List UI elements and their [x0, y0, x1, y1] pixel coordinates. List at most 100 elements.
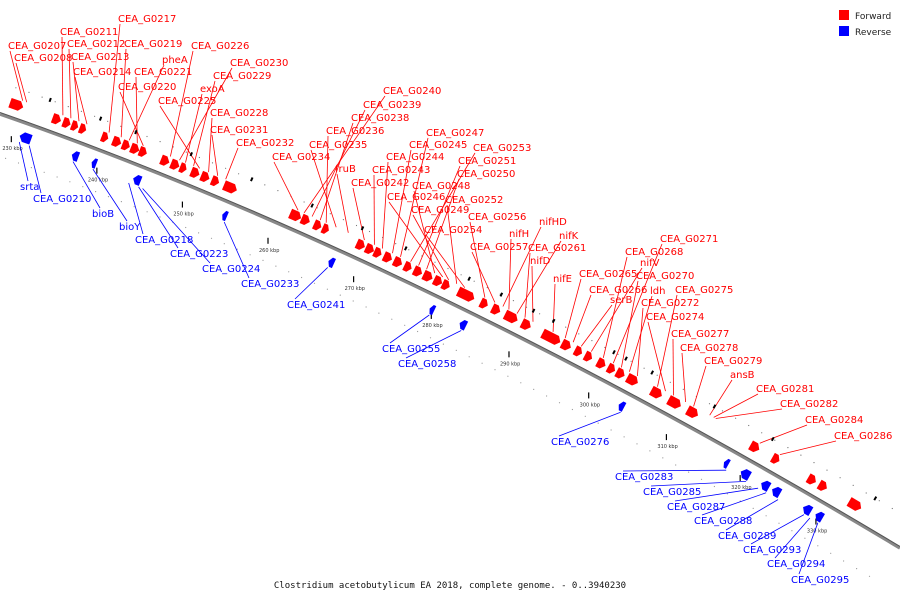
track-dot [721, 410, 724, 412]
forward-gene [846, 497, 862, 511]
label-leader [709, 379, 733, 416]
label-leader [524, 252, 531, 318]
gene-label-forward: CEA_G0249 [411, 205, 469, 216]
track-dot [277, 190, 279, 192]
forward-gene [8, 97, 24, 111]
track-dot [339, 294, 341, 296]
gene-label-forward: serB [610, 295, 632, 306]
forward-gene [816, 479, 827, 491]
forward-gene [595, 357, 606, 369]
label-leader [552, 283, 556, 332]
minor-feature [531, 308, 536, 313]
gene-label-reverse: CEA_G0285 [643, 487, 701, 498]
track-dot [481, 362, 483, 364]
track-dot [30, 167, 32, 169]
gene-label-reverse: CEA_G0218 [135, 235, 193, 246]
track-dot [669, 381, 671, 383]
track-dot [675, 464, 677, 466]
label-leader [681, 352, 686, 403]
scale-tick-label: 300 kbp [580, 402, 600, 408]
label-leader [602, 256, 628, 358]
gene-label-forward: fruB [335, 164, 356, 175]
track-dot [15, 87, 17, 89]
reverse-gene [761, 480, 772, 492]
label-leader [179, 67, 233, 161]
track-dot [708, 403, 711, 405]
track-dot [460, 274, 462, 276]
track-dot [249, 254, 251, 256]
track-dot [238, 173, 240, 175]
label-leader [612, 243, 663, 364]
forward-gene [605, 362, 616, 374]
gene-label-forward: pheA [162, 55, 188, 66]
track-dot [107, 196, 110, 198]
forward-gene [129, 142, 140, 154]
track-dot [584, 415, 586, 417]
track-dot [133, 206, 135, 208]
track-dot [533, 388, 535, 390]
track-dot [395, 243, 397, 245]
label-leader [637, 307, 644, 377]
label-leader [310, 149, 337, 228]
track-dot [868, 575, 871, 577]
label-leader [672, 338, 674, 396]
gene-label-forward: CEA_G0278 [680, 343, 738, 354]
forward-gene [391, 255, 403, 268]
label-leader [469, 221, 486, 298]
forward-gene [489, 303, 501, 315]
forward-gene [572, 345, 583, 357]
gene-label-forward: CEA_G0247 [426, 128, 484, 139]
track-dot [610, 429, 612, 431]
track-dot [313, 282, 316, 284]
label-leader [128, 64, 165, 141]
track-dot [597, 422, 599, 424]
track-dot [434, 261, 436, 263]
legend-reverse-label: Reverse [855, 28, 892, 38]
label-leader [9, 50, 24, 101]
track-dot [726, 493, 729, 495]
track-dot [761, 432, 763, 434]
label-leader [15, 62, 28, 103]
gene-label-reverse: CEA_G0293 [743, 545, 801, 556]
gene-label-reverse: CEA_G0287 [667, 502, 725, 513]
label-leader [531, 265, 534, 322]
gene-labels: CEA_G0207CEA_G0208CEA_G0211CEA_G0212CEA_… [8, 14, 892, 586]
label-leader [471, 251, 496, 303]
track-dot [275, 265, 277, 267]
track-dot [494, 369, 496, 371]
gene-label-forward: CEA_G0236 [326, 126, 384, 137]
label-leader [170, 50, 194, 157]
track-dot [774, 439, 776, 441]
track-dot [800, 454, 802, 456]
forward-gene [99, 131, 109, 143]
gene-label-forward: nifD [530, 256, 551, 267]
gene-label-forward: CEA_G0219 [124, 39, 182, 50]
track-dot [404, 324, 406, 326]
gene-label-forward: CEA_G0234 [272, 152, 330, 163]
track-dot [468, 356, 470, 358]
forward-gene [61, 117, 71, 128]
track-dot [817, 545, 819, 547]
label-leader [128, 182, 144, 235]
label-leader [311, 109, 366, 217]
forward-gene [111, 135, 122, 147]
label-leader [446, 204, 458, 284]
forward-gene [440, 279, 450, 290]
gene-label-reverse: CEA_G0289 [718, 531, 776, 542]
forward-gene [411, 265, 423, 277]
track-dot [352, 300, 354, 302]
track-dot [765, 515, 767, 517]
forward-gene [455, 286, 475, 302]
track-dot [604, 346, 606, 349]
track-dot [17, 162, 20, 164]
forward-gene [685, 405, 698, 419]
gene-label-reverse: CEA_G0255 [382, 344, 440, 355]
track-dot [662, 457, 664, 459]
track-dot [826, 469, 828, 471]
gene-label-forward: CEA_G0212 [67, 39, 125, 50]
gene-label-forward: nifHD [539, 217, 567, 228]
gene-label-reverse: CEA_G0288 [694, 516, 752, 527]
track-dot [507, 375, 509, 377]
scale-tick-label: 260 kbp [259, 248, 279, 254]
